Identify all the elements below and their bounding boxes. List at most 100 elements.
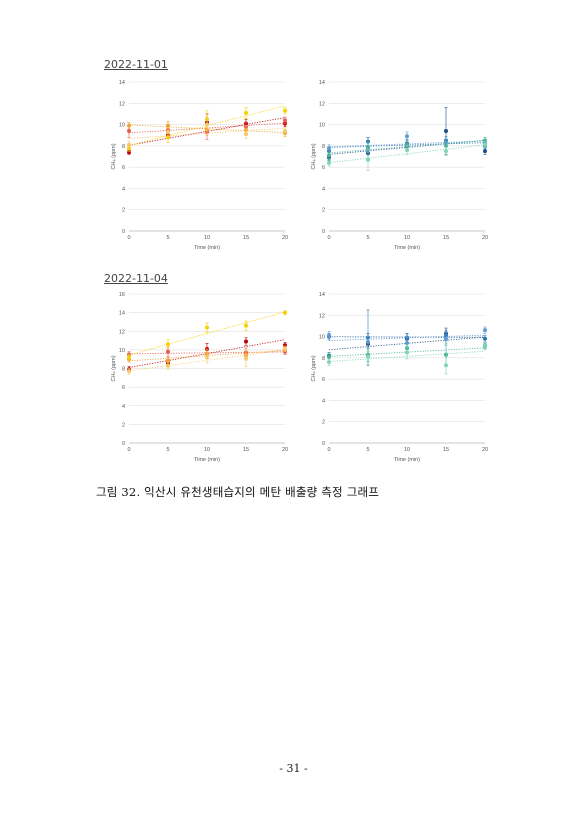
data-point — [283, 310, 287, 315]
x-tick-label: 0 — [327, 447, 330, 453]
y-tick-label: 0 — [122, 229, 125, 235]
trendline — [128, 117, 286, 146]
data-point — [244, 110, 248, 115]
x-tick-label: 10 — [404, 235, 410, 241]
data-point — [127, 142, 131, 147]
data-point — [444, 363, 448, 368]
trendline — [128, 339, 286, 369]
x-tick-label: 20 — [482, 447, 488, 453]
data-point — [283, 346, 287, 351]
data-point — [483, 142, 487, 147]
chart-svg: 0 2 4 6 8 10 12 14 0 5 10 15 20 Time (min) CH₄ (ppm) — [311, 292, 488, 463]
data-point — [483, 343, 487, 348]
y-axis-label: CH₄ (ppm) — [311, 143, 317, 169]
chart-svg: 0 2 4 6 8 10 12 14 0 5 10 15 20 Time (min) CH₄ (ppm) — [311, 80, 488, 251]
y-tick-label: 10 — [319, 335, 325, 341]
trendline — [128, 311, 286, 356]
y-tick-label: 12 — [319, 101, 325, 107]
data-point — [283, 108, 287, 113]
y-tick-label: 12 — [319, 313, 325, 319]
data-point — [244, 339, 248, 344]
x-tick-label: 20 — [282, 447, 288, 453]
data-point — [205, 122, 209, 127]
y-tick-label: 10 — [119, 348, 125, 354]
data-point — [166, 349, 170, 354]
y-tick-label: 8 — [122, 144, 125, 150]
x-tick-label: 5 — [166, 447, 169, 453]
data-point — [244, 356, 248, 361]
data-point — [244, 132, 248, 137]
y-tick-label: 6 — [322, 165, 325, 171]
data-point — [405, 134, 409, 139]
chart-svg: 0 2 4 6 8 10 12 14 0 5 10 15 20 Time (min) CH₄ (ppm) — [111, 80, 288, 251]
data-point — [127, 355, 131, 360]
y-tick-label: 14 — [119, 80, 125, 86]
y-tick-label: 14 — [119, 311, 125, 317]
data-point — [166, 363, 170, 368]
x-tick-label: 20 — [482, 235, 488, 241]
y-tick-label: 4 — [322, 186, 325, 192]
methane-chart-1104-blue: 0 2 4 6 8 10 12 14 0 5 10 15 20 Time (min) CH₄ (ppm) — [306, 290, 491, 465]
y-tick-label: 2 — [122, 422, 125, 428]
y-tick-label: 16 — [119, 292, 125, 298]
data-point — [366, 354, 370, 359]
trendline — [128, 127, 286, 139]
data-point — [483, 328, 487, 333]
data-point — [366, 157, 370, 162]
data-point — [283, 118, 287, 123]
y-tick-label: 6 — [122, 385, 125, 391]
x-tick-label: 0 — [327, 235, 330, 241]
data-point — [283, 128, 287, 133]
data-point — [127, 123, 131, 128]
data-point — [444, 149, 448, 154]
y-tick-label: 4 — [122, 186, 125, 192]
data-point — [327, 354, 331, 359]
data-point — [444, 128, 448, 133]
chart-svg: 0 2 4 6 8 10 12 14 16 0 5 10 15 20 Time (min) CH₄ (ppm) — [111, 292, 288, 463]
x-tick-label: 5 — [366, 235, 369, 241]
y-tick-label: 12 — [119, 329, 125, 335]
x-tick-label: 0 — [127, 447, 130, 453]
data-point — [366, 339, 370, 344]
x-axis-label: Time (min) — [394, 457, 420, 463]
y-tick-label: 0 — [122, 441, 125, 447]
x-tick-label: 10 — [204, 235, 210, 241]
y-tick-label: 10 — [119, 123, 125, 129]
date-heading-1: 2022-11-01 — [104, 58, 168, 71]
y-tick-label: 8 — [322, 356, 325, 362]
y-tick-label: 4 — [322, 398, 325, 404]
data-point — [327, 360, 331, 365]
methane-chart-1101-blue: 0 2 4 6 8 10 12 14 0 5 10 15 20 Time (min) CH₄ (ppm) — [306, 78, 491, 253]
data-point — [166, 342, 170, 347]
data-point — [483, 149, 487, 154]
y-tick-label: 0 — [322, 229, 325, 235]
data-point — [244, 323, 248, 328]
data-point — [483, 336, 487, 341]
x-axis-label: Time (min) — [194, 245, 220, 251]
data-point — [405, 148, 409, 153]
methane-chart-1104-red: 0 2 4 6 8 10 12 14 16 0 5 10 15 20 Time (min) CH₄ (ppm) — [106, 290, 291, 465]
x-tick-label: 20 — [282, 235, 288, 241]
data-point — [205, 325, 209, 330]
y-tick-label: 2 — [322, 420, 325, 426]
data-point — [327, 145, 331, 150]
y-tick-label: 8 — [322, 144, 325, 150]
y-tick-label: 6 — [122, 165, 125, 171]
y-axis-label: CH₄ (ppm) — [311, 355, 317, 381]
x-tick-label: 15 — [243, 447, 249, 453]
date-heading-2: 2022-11-04 — [104, 272, 168, 285]
y-tick-label: 4 — [122, 404, 125, 410]
data-point — [205, 355, 209, 360]
x-tick-label: 5 — [166, 235, 169, 241]
y-axis-label: CH₄ (ppm) — [111, 143, 117, 169]
methane-chart-1101-red: 0 2 4 6 8 10 12 14 0 5 10 15 20 Time (min) CH₄ (ppm) — [106, 78, 291, 253]
data-point — [127, 128, 131, 133]
data-point — [127, 369, 131, 374]
y-tick-label: 10 — [319, 123, 325, 129]
data-point — [444, 336, 448, 341]
page-number: - 31 - — [279, 762, 308, 775]
y-tick-label: 0 — [322, 441, 325, 447]
trendline — [128, 105, 286, 146]
x-tick-label: 15 — [443, 447, 449, 453]
x-tick-label: 15 — [243, 235, 249, 241]
